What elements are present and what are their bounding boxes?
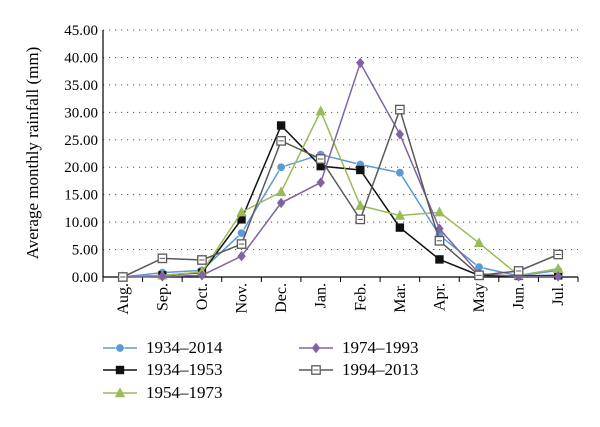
y-tick-label: 5.00 <box>72 243 98 259</box>
legend: 1934–2014 1934–1953 1954–1973 1974–1993 … <box>0 336 600 416</box>
series-4 <box>117 104 564 282</box>
data-point <box>435 255 444 264</box>
legend-item-1974-1993: 1974–1993 <box>298 338 419 358</box>
legend-item-1934-1953: 1934–1953 <box>102 360 223 380</box>
y-tick-label: 40.00 <box>64 50 98 66</box>
x-tick-label: Nov. <box>234 283 251 314</box>
legend-item-1954-1973: 1954–1973 <box>102 383 223 403</box>
y-tick-label: 10.00 <box>64 215 98 231</box>
line-chart: Average monthly rainfall (mm) 0.00 5.00 10… <box>23 23 579 315</box>
series-2 <box>117 105 564 282</box>
legend-marker <box>115 343 125 353</box>
legend-swatch-1934-1953 <box>103 365 137 375</box>
legend-swatch-1994-2013 <box>299 365 333 375</box>
x-tick-label: May <box>471 283 488 312</box>
legend-label-1954-1973: 1954–1973 <box>146 383 223 402</box>
series-line <box>122 107 559 278</box>
data-point <box>553 263 564 273</box>
legend-marker <box>115 365 125 375</box>
x-tick-label: Apr. <box>431 283 448 311</box>
x-tick-label: Jun. <box>511 283 528 309</box>
x-tick-label: Jul. <box>550 283 567 306</box>
series-line <box>122 61 559 278</box>
series-3 <box>118 57 563 283</box>
x-tick-label: Sep. <box>154 283 171 311</box>
x-tick-label: Aug. <box>115 283 132 315</box>
series-0 <box>118 150 563 282</box>
data-point <box>355 199 366 210</box>
data-point <box>275 186 287 197</box>
data-point <box>356 57 365 69</box>
data-point <box>394 209 406 220</box>
data-point <box>395 168 405 178</box>
data-point <box>356 165 365 175</box>
data-point <box>473 237 485 248</box>
data-point <box>237 250 246 262</box>
data-point <box>316 161 325 171</box>
legend-swatch-1954-1973 <box>103 387 137 398</box>
legend-swatch-1974-1993 <box>299 342 333 354</box>
series-line <box>122 109 559 278</box>
y-tick-label: 45.00 <box>64 23 98 39</box>
data-point <box>316 177 325 188</box>
legend-label-1974-1993: 1974–1993 <box>342 338 419 357</box>
legend-marker <box>311 342 321 354</box>
series-line <box>122 153 559 278</box>
x-tick-label: Jan. <box>313 283 330 308</box>
y-tick-label: 0.00 <box>72 270 98 286</box>
legend-item-1994-2013: 1994–2013 <box>298 360 419 380</box>
x-tick-label: Feb. <box>352 283 369 311</box>
legend-label-1934-1953: 1934–1953 <box>146 360 223 379</box>
data-point <box>315 105 326 116</box>
data-point <box>554 271 563 282</box>
x-tick-label: Mar. <box>392 283 409 313</box>
legend-label-1994-2013: 1994–2013 <box>342 360 419 379</box>
y-axis-label: Average monthly rainfall (mm) <box>23 47 42 260</box>
data-point <box>276 121 286 130</box>
legend-swatch-1934-2014 <box>103 343 137 353</box>
y-tick-label: 30.00 <box>64 105 98 121</box>
legend-marker <box>114 387 126 398</box>
data-point <box>237 215 246 224</box>
legend-item-1934-2014: 1934–2014 <box>102 338 223 358</box>
data-point <box>395 129 405 140</box>
data-point <box>236 206 247 217</box>
x-tick-label: Dec. <box>273 283 290 313</box>
data-point <box>395 223 405 232</box>
y-tick-label: 25.00 <box>64 133 98 149</box>
legend-label-1934-2014: 1934–2014 <box>146 338 223 357</box>
data-point <box>276 162 286 172</box>
data-point <box>276 197 286 209</box>
x-tick-label: Oct. <box>194 283 211 310</box>
y-tick-label: 15.00 <box>64 188 98 204</box>
data-point <box>434 206 445 217</box>
data-point <box>197 270 207 281</box>
data-point <box>158 271 167 282</box>
y-tick-label: 35.00 <box>64 78 98 94</box>
y-tick-label: 20.00 <box>64 160 98 176</box>
